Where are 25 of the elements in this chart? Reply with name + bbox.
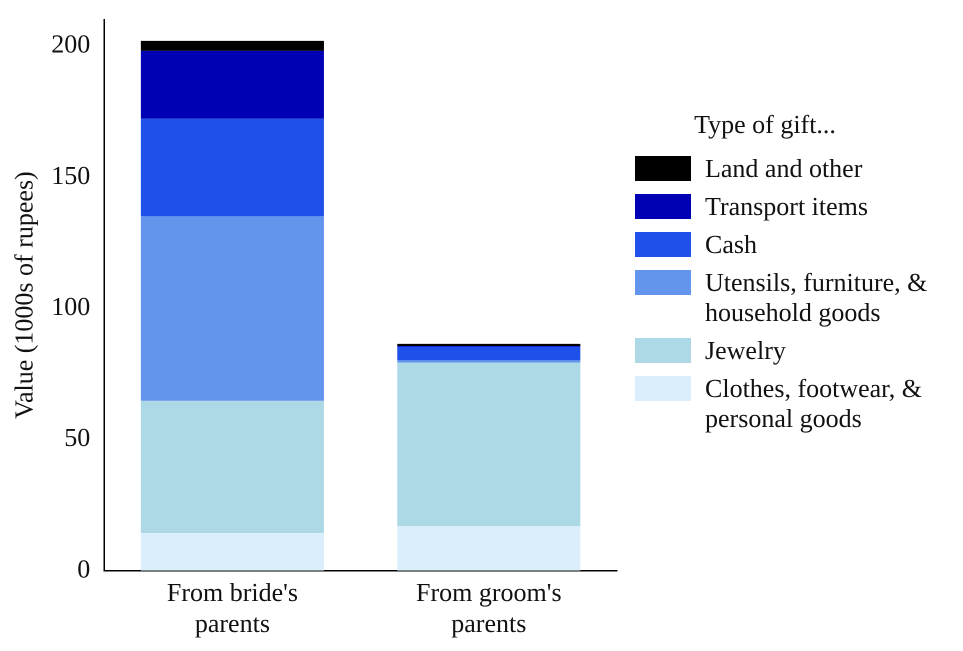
legend-label: Land and other: [705, 154, 864, 184]
bar: [397, 526, 580, 571]
bar: [140, 40, 324, 51]
y-tick-label: 0: [77, 554, 90, 584]
bar: [140, 216, 324, 401]
bar: [140, 50, 324, 119]
legend-label: Jewelry: [705, 336, 787, 366]
legend-label: Transport items: [705, 192, 869, 222]
y-tick-label: 200: [51, 30, 90, 59]
y-tick-label: 150: [51, 160, 90, 190]
bar: [397, 346, 580, 360]
x-tick-label: From groom's parents: [416, 578, 562, 638]
y-axis-title: Value (1000s of rupees): [9, 171, 38, 419]
bar: [140, 400, 324, 534]
legend-label: Cash: [705, 230, 758, 260]
legend-label: Clothes, footwear, & personal goods: [705, 374, 924, 434]
legend-title: Type of gift...: [693, 110, 837, 140]
y-tick-label: 50: [64, 423, 90, 452]
bar: [140, 118, 324, 216]
bar: [140, 533, 324, 571]
bar: [397, 362, 580, 526]
legend-label: Utensils, furniture, & household goods: [705, 268, 928, 328]
y-tick-label: 100: [51, 292, 90, 322]
x-tick-label: From bride's parents: [166, 578, 298, 638]
bar: [397, 360, 580, 363]
